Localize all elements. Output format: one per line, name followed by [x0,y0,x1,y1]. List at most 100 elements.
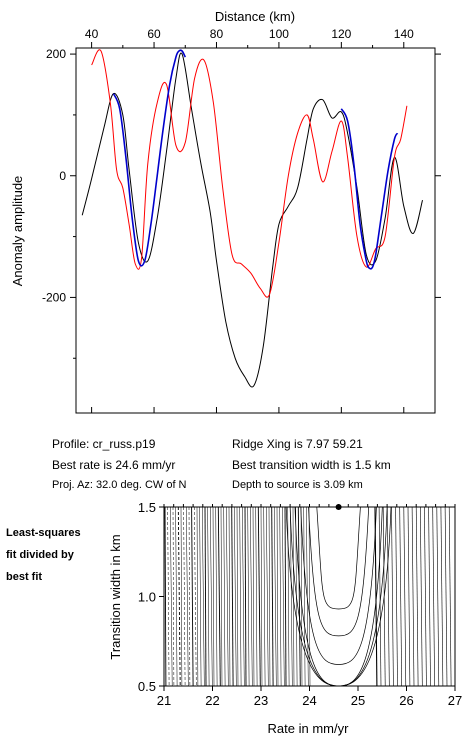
contour-line [290,506,293,687]
bottom-y-tick-label: 1.5 [138,500,156,515]
contour-line [403,506,407,687]
contour-line [215,506,218,687]
contour-line [177,506,181,687]
contour-line [308,506,311,687]
contour-line [196,506,199,687]
contour-line [424,506,427,687]
top-x-tick-label: 60 [147,27,161,41]
top-series-group [81,49,423,388]
contour-line [448,506,452,687]
side-note: Least-squares fit divided by best fit [6,522,116,588]
contour-line [308,506,370,637]
contour-line [420,506,423,687]
observed-anomaly-line [81,52,423,388]
contour-line [175,506,178,687]
bottom-x-tick-label: 27 [448,693,462,708]
contour-line [257,506,261,687]
top-x-tick-label: 120 [331,27,351,41]
proj-az-text: Proj. Az: 32.0 deg. CW of N [52,479,187,491]
best-fit-point [335,504,342,510]
contour-line [204,506,207,687]
contour-line [188,506,191,687]
bottom-x-tick-label: 21 [157,693,171,708]
contour-line [207,506,210,687]
contour-line [260,506,263,687]
contour-line [231,506,234,687]
bottom-x-axis-label: Rate in mm/yr [268,721,350,736]
best-width-text: Best transition width is 1.5 km [232,458,391,472]
contour-line [252,506,255,687]
contour-line [228,506,231,687]
side-note-line-2: fit divided by [6,549,74,561]
contour-line [186,506,189,687]
top-y-tick-label: -200 [42,290,66,304]
bottom-x-tick-label: 24 [302,693,316,708]
bottom-y-tick-label: 1.0 [138,590,156,605]
contour-line [223,506,226,687]
top-x-tick-label: 140 [394,27,414,41]
contour-line [212,506,215,687]
contour-line [432,506,435,687]
contour-line [194,506,197,687]
contour-line [180,506,183,687]
top-x-axis-label: Distance (km) [215,9,295,24]
contour-line [444,506,448,687]
contour-line [292,506,295,687]
top-x-tick-label: 80 [210,27,224,41]
model-anomaly-line [91,49,408,298]
contour-line [279,506,282,687]
top-y-axis-label: Anomaly amplitude [10,176,25,287]
contour-line [266,506,269,687]
contour-line [428,506,431,687]
contour-line [202,506,205,687]
contour-line [164,506,167,687]
contour-line [244,506,247,687]
side-note-line-1: Least-squares [6,527,81,539]
top-x-tick-label: 40 [85,27,99,41]
contour-line [172,506,175,687]
contour-lines [164,506,452,687]
contour-line [391,506,394,687]
bottom-y-ticks: 0.5 1.0 1.5 [138,500,164,694]
contour-line [236,506,239,687]
contour-line [239,506,242,687]
contour-line [247,506,250,687]
contour-line [300,506,303,687]
contour-line [217,506,221,687]
contour-line [415,506,419,687]
profile-text: Profile: cr_russ.p19 [52,437,156,451]
contour-line [226,506,229,687]
contour-line [387,506,390,687]
bottom-x-tick-label: 23 [254,693,268,708]
top-x-tick-label: 100 [269,27,289,41]
best-rate-text: Best rate is 24.6 mm/yr [52,458,176,472]
top-chart: Distance (km) Anomaly amplitude 40 60 80 10… [10,9,441,414]
contour-line [407,506,411,687]
contour-line [297,506,301,687]
contour-line [284,506,287,687]
contour-line [268,506,271,687]
contour-line [199,506,202,687]
top-y-tick-label: 0 [59,169,66,183]
ridge-xing-text: Ridge Xing is 7.97 59.21 [232,437,363,451]
bottom-y-axis-label: Transition width in km [108,534,123,659]
contour-line [220,506,223,687]
contour-line [191,506,194,687]
contour-line [378,506,382,687]
depth-text: Depth to source is 3.09 km [232,479,363,491]
bottom-x-ticks: 21 22 23 24 25 26 27 [157,504,462,708]
contour-line [167,506,170,687]
contour-line [255,506,258,687]
contour-line [395,506,398,687]
contour-line [282,506,285,687]
top-plot-frame [75,47,436,414]
contour-line [436,506,440,687]
top-y-tick-label: 200 [46,47,66,61]
contour-line [303,506,306,687]
side-note-line-3: best fit [6,571,43,583]
contour-line [263,506,266,687]
bottom-x-tick-label: 25 [351,693,365,708]
top-y-ticks: 200 0 -200 [42,47,441,359]
contour-line [170,506,173,687]
contour-line [210,506,213,687]
